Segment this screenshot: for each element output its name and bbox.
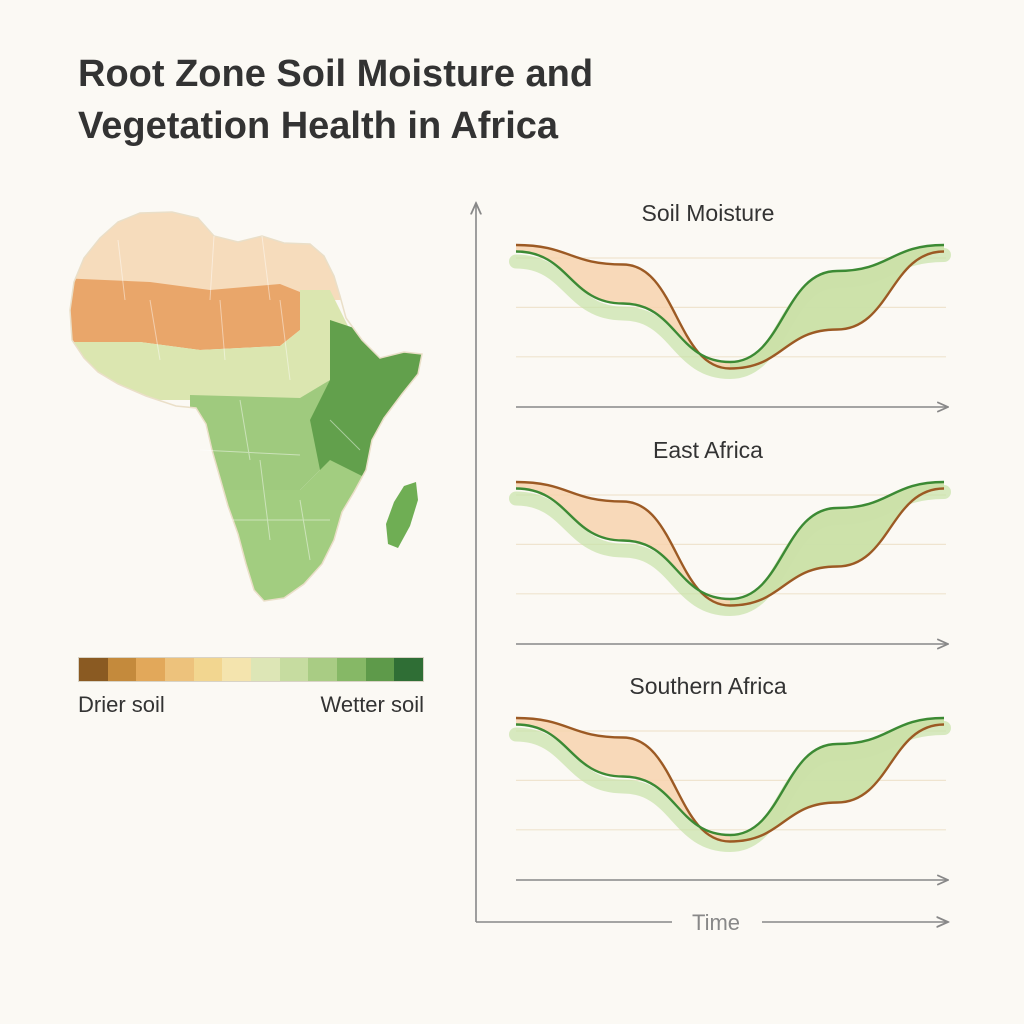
legend-swatch-0 — [79, 658, 108, 681]
band-fill-recovery — [730, 245, 944, 369]
legend-swatch-5 — [222, 658, 252, 681]
series-line-soil — [515, 480, 945, 607]
series-line-vegetation — [515, 480, 945, 601]
moisture-color-scale — [78, 657, 424, 682]
legend-swatch-4 — [193, 658, 223, 681]
chart-panel: Soil Moisture — [509, 200, 951, 407]
legend-swatch-9 — [337, 658, 366, 681]
legend-swatch-3 — [165, 658, 194, 681]
x-axis-label: Time — [692, 910, 740, 935]
chart-panel: Southern Africa — [509, 673, 951, 880]
band-fill-recovery — [730, 718, 944, 842]
panel-title: East Africa — [653, 437, 763, 463]
legend-swatch-11 — [394, 658, 424, 681]
series-line-soil — [515, 243, 945, 370]
series-line-vegetation — [515, 243, 945, 364]
band-fill-recovery — [730, 482, 944, 606]
legend-drier-label: Drier soil — [78, 692, 165, 717]
series-line-vegetation — [515, 716, 945, 837]
page-title-line-1: Root Zone Soil Moisture and — [78, 53, 594, 95]
legend-swatch-2 — [136, 658, 166, 681]
series-line-soil — [515, 716, 945, 843]
map-zone-central — [190, 380, 330, 500]
legend-swatch-6 — [251, 658, 280, 681]
map-zone-east — [310, 320, 422, 480]
legend-swatch-7 — [279, 658, 309, 681]
legend-swatch-8 — [308, 658, 338, 681]
chart-panel: East Africa — [509, 437, 951, 644]
map-madagascar — [386, 482, 418, 548]
map-borders — [117, 235, 361, 561]
page-title-line-2: Vegetation Health in Africa — [78, 105, 559, 147]
panel-title: Soil Moisture — [642, 200, 775, 226]
panel-title: Southern Africa — [629, 673, 786, 699]
map-zone-transition — [70, 290, 350, 400]
legend-swatch-10 — [365, 658, 395, 681]
map-zone-sahel — [70, 278, 300, 350]
legend-wetter-label: Wetter soil — [320, 692, 424, 717]
page-title: Root Zone Soil Moisture and Vegetation H… — [78, 48, 798, 152]
legend-swatch-1 — [107, 658, 137, 681]
